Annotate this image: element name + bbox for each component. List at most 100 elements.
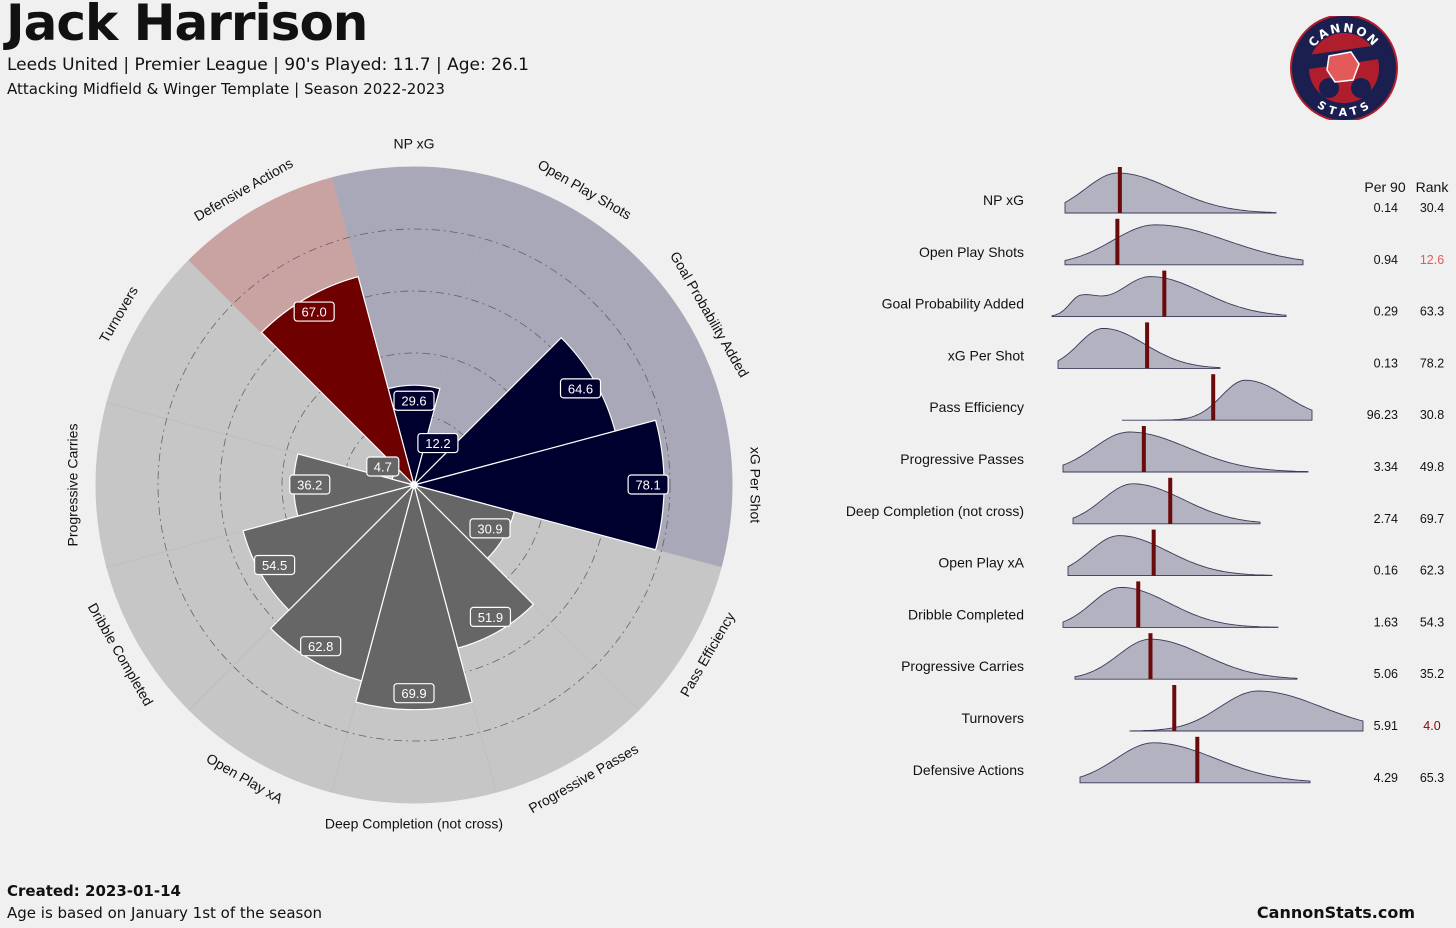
slice-background — [106, 259, 416, 486]
grid-ring — [157, 228, 671, 742]
rank-value: 63.3 — [1420, 305, 1444, 319]
per90-value: 2.74 — [1374, 512, 1398, 526]
metric-label: Open Play xA — [938, 555, 1024, 571]
per90-value: 1.63 — [1374, 615, 1398, 629]
distribution-row: Goal Probability Added 0.29 63.3 — [882, 270, 1444, 319]
value-label-box — [289, 474, 331, 495]
slice-bar — [355, 482, 473, 711]
value-label-box — [627, 474, 669, 495]
value-label-text: 29.6 — [401, 394, 426, 409]
pizza-chart: 29.6 12.2 64.6 78.1 30.9 51.9 69.9 62.8 54.5 36.2… — [65, 136, 764, 832]
metric-label: xG Per Shot — [948, 347, 1024, 363]
metric-label: Goal Probability Added — [882, 296, 1024, 312]
metric-label: Progressive Passes — [900, 451, 1024, 467]
distribution-chart: Per 90 Rank NP xG 0.14 30.4 Open Play Shots 0.… — [846, 167, 1450, 785]
metric-label: Open Play Shots — [919, 244, 1024, 260]
value-label-text: 54.5 — [262, 558, 287, 573]
slice-background — [95, 402, 416, 568]
density-curve — [1072, 483, 1261, 525]
distribution-row: Deep Completion (not cross) 2.74 69.7 — [846, 477, 1444, 526]
category-label: Deep Completion (not cross) — [325, 816, 503, 832]
distribution-row: Dribble Completed 1.63 54.3 — [908, 581, 1444, 629]
value-label-text: 67.0 — [301, 305, 326, 320]
player-marker — [1162, 270, 1167, 317]
slice-bar — [260, 275, 416, 488]
rank-header: Rank — [1416, 179, 1450, 195]
player-marker — [1168, 477, 1173, 524]
rank-value: 62.3 — [1420, 564, 1444, 578]
rank-value: 4.0 — [1423, 719, 1440, 733]
density-curve — [1074, 638, 1298, 680]
per90-value: 96.23 — [1367, 408, 1398, 422]
density-curve — [1064, 224, 1304, 266]
value-label: 12.2 — [417, 432, 459, 454]
per90-value: 5.91 — [1374, 719, 1398, 733]
rank-value: 30.8 — [1420, 408, 1444, 422]
value-label: 67.0 — [293, 301, 335, 322]
category-label: Progressive Carries — [65, 424, 81, 547]
player-title: Jack Harrison — [6, 0, 368, 52]
value-label: 51.9 — [469, 606, 512, 628]
per90-value: 0.14 — [1374, 201, 1398, 215]
value-label: 69.9 — [393, 683, 435, 704]
density-curve — [1067, 535, 1273, 577]
distribution-row: NP xG 0.14 30.4 — [983, 167, 1444, 215]
player-marker — [1136, 581, 1141, 628]
value-label: 62.8 — [300, 636, 342, 657]
slice-bar — [269, 482, 416, 682]
density-curve — [1122, 379, 1313, 421]
value-label-text: 78.1 — [635, 478, 660, 493]
value-label: 30.9 — [469, 518, 511, 539]
distribution-row: Open Play xA 0.16 62.3 — [938, 529, 1444, 578]
rank-value: 30.4 — [1420, 201, 1444, 215]
value-label-text: 30.9 — [477, 521, 502, 536]
rank-value: 69.7 — [1420, 512, 1444, 526]
value-label: 78.1 — [627, 474, 669, 495]
density-curve — [1129, 690, 1364, 732]
metric-label: Deep Completion (not cross) — [846, 503, 1024, 519]
per90-value: 0.29 — [1374, 305, 1398, 319]
value-label-box — [293, 301, 335, 322]
value-label-text: 12.2 — [425, 436, 450, 451]
per90-header: Per 90 — [1364, 179, 1405, 195]
created-date: Created: 2023-01-14 — [7, 882, 181, 900]
per90-value: 0.16 — [1374, 564, 1398, 578]
value-label-text: 4.7 — [374, 460, 392, 475]
template-label: Attacking Midfield & Winger Template | S… — [7, 80, 445, 98]
density-curve — [1062, 586, 1279, 628]
density-curve — [1079, 742, 1311, 784]
player-marker — [1117, 167, 1122, 213]
distribution-row: xG Per Shot 0.13 78.2 — [948, 322, 1444, 370]
rank-value: 78.2 — [1420, 356, 1444, 370]
cannon-stats-logo: CANNON STATS — [1290, 16, 1398, 120]
metric-label: Dribble Completed — [908, 606, 1024, 622]
value-label-box — [417, 432, 459, 454]
distribution-row: Defensive Actions 4.29 65.3 — [913, 736, 1444, 785]
player-marker — [1211, 374, 1216, 421]
density-curve — [1062, 431, 1309, 473]
distribution-row: Progressive Carries 5.06 35.2 — [901, 633, 1444, 681]
distribution-row: Open Play Shots 0.94 12.6 — [919, 218, 1444, 267]
value-label-box — [366, 456, 400, 477]
value-label: 36.2 — [289, 474, 331, 495]
per90-value: 4.29 — [1374, 771, 1398, 785]
player-marker — [1141, 426, 1146, 472]
value-label: 54.5 — [254, 554, 296, 576]
value-label-box — [469, 518, 511, 539]
per90-value: 5.06 — [1374, 667, 1398, 681]
age-note: Age is based on January 1st of the seaso… — [7, 904, 323, 922]
value-label: 29.6 — [393, 390, 435, 411]
rank-value: 54.3 — [1420, 615, 1444, 629]
rank-value: 65.3 — [1420, 771, 1444, 785]
value-label-box — [254, 554, 296, 576]
player-marker — [1145, 322, 1150, 369]
slice-background — [413, 177, 640, 487]
player-marker — [1151, 529, 1156, 576]
value-label-box — [469, 606, 512, 628]
density-curve — [1057, 327, 1221, 369]
metric-label: Turnovers — [961, 710, 1024, 726]
player-marker — [1115, 218, 1120, 265]
player-subtitle: Leeds United | Premier League | 90's Pla… — [7, 55, 529, 75]
rank-value: 35.2 — [1420, 667, 1444, 681]
per90-value: 0.94 — [1374, 253, 1398, 267]
